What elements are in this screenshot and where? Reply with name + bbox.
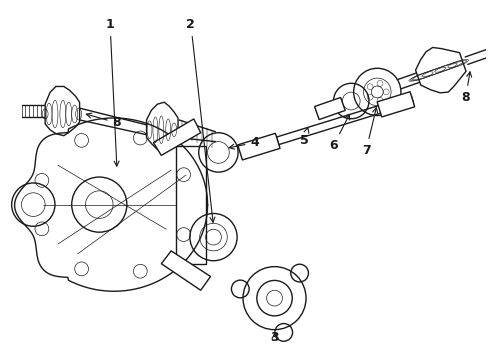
Polygon shape <box>416 48 466 93</box>
Polygon shape <box>45 86 79 136</box>
Polygon shape <box>153 119 201 156</box>
Polygon shape <box>147 102 178 152</box>
Text: 2: 2 <box>187 18 215 222</box>
Text: 3: 3 <box>270 331 279 344</box>
Polygon shape <box>161 251 211 290</box>
Text: 6: 6 <box>329 114 349 152</box>
Polygon shape <box>276 95 414 145</box>
Text: 5: 5 <box>300 128 309 147</box>
Text: 8: 8 <box>462 72 472 104</box>
Polygon shape <box>315 98 345 120</box>
Text: 7: 7 <box>362 108 378 157</box>
Polygon shape <box>176 145 206 264</box>
Text: 1: 1 <box>106 18 119 166</box>
Text: 8: 8 <box>86 113 122 129</box>
Text: 4: 4 <box>229 136 259 149</box>
Polygon shape <box>238 133 280 160</box>
Polygon shape <box>377 92 415 117</box>
